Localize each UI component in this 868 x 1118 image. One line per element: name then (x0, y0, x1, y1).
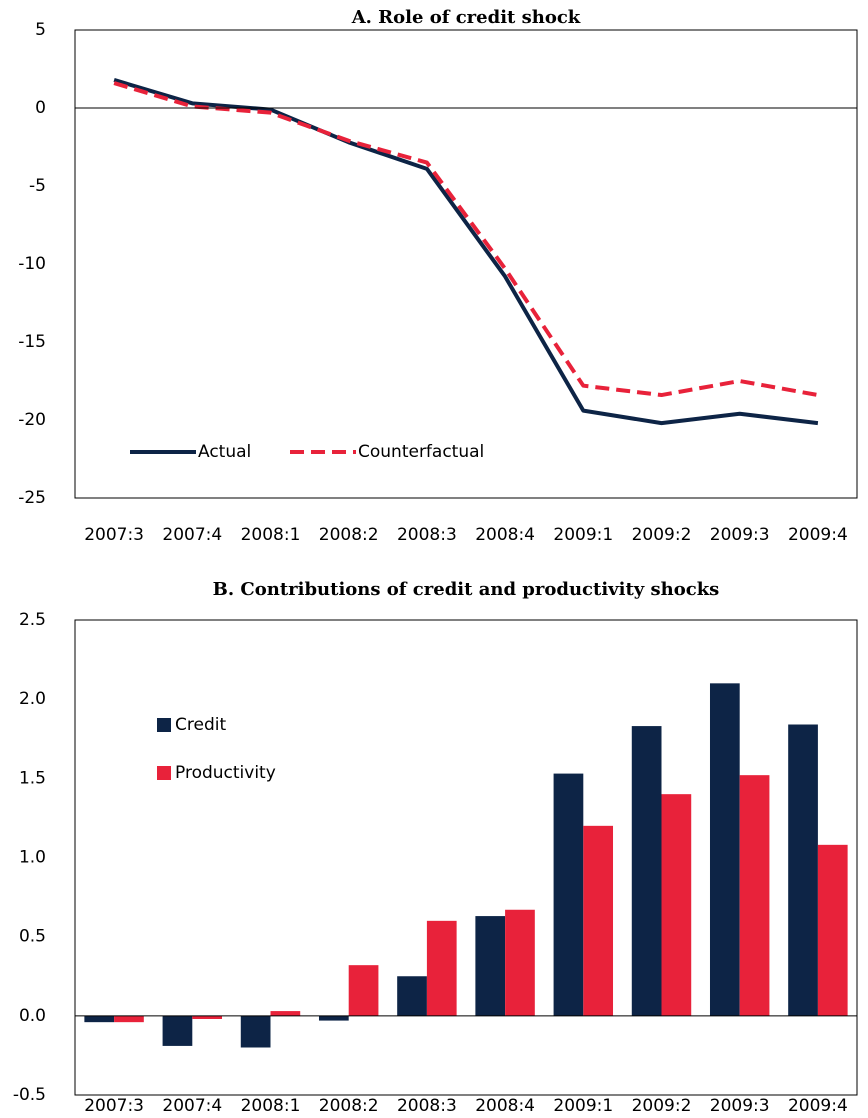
x-tick-label: 2007:3 (84, 525, 144, 545)
x-tick-label: 2009:4 (788, 1096, 848, 1116)
x-tick-label: 2008:1 (241, 525, 301, 545)
bar (583, 825, 614, 1016)
legend-swatch (157, 718, 171, 732)
bar (553, 773, 584, 1016)
bar (505, 909, 535, 1016)
x-tick-label: 2008:4 (475, 525, 535, 545)
chart-title: B. Contributions of credit and productiv… (213, 579, 720, 600)
bar (631, 726, 662, 1016)
bar (240, 1015, 271, 1048)
x-tick-label: 2009:3 (710, 1096, 770, 1116)
x-tick-label: 2007:3 (84, 1096, 144, 1116)
y-tick-label: 1.5 (19, 768, 46, 788)
x-tick-label: 2008:2 (319, 1096, 379, 1116)
plot-frame (74, 619, 858, 1096)
bar (318, 1015, 349, 1021)
bar (192, 1015, 223, 1019)
x-tick-label: 2009:2 (632, 1096, 692, 1116)
bar (114, 1015, 144, 1023)
line (113, 81, 819, 398)
bar (162, 1015, 193, 1046)
legend-label: Credit (175, 715, 226, 735)
legend-label: Actual (198, 442, 251, 462)
y-tick-label: 0 (35, 98, 46, 118)
y-tick-label: 0.0 (19, 1006, 46, 1026)
legend-swatch (157, 766, 171, 780)
bar (788, 724, 818, 1016)
bar (397, 976, 427, 1016)
bar (661, 794, 692, 1016)
line (113, 78, 819, 426)
x-tick-label: 2008:1 (241, 1096, 301, 1116)
x-tick-label: 2009:2 (632, 525, 692, 545)
y-tick-label: 2.5 (19, 610, 46, 630)
y-tick-label: -5 (29, 176, 46, 196)
x-tick-label: 2009:3 (710, 525, 770, 545)
bar (84, 1015, 115, 1023)
y-tick-label: -15 (18, 332, 46, 352)
bar (709, 683, 740, 1016)
x-tick-label: 2007:4 (162, 1096, 222, 1116)
x-tick-label: 2008:2 (319, 525, 379, 545)
x-tick-label: 2007:4 (162, 525, 222, 545)
x-tick-label: 2008:3 (397, 1096, 457, 1116)
x-tick-label: 2009:1 (553, 1096, 613, 1116)
bar (475, 916, 506, 1016)
y-tick-label: -20 (18, 410, 46, 430)
bar (348, 965, 379, 1016)
bar (270, 1011, 301, 1016)
plot-frame (74, 29, 858, 499)
bar (817, 844, 848, 1016)
y-tick-label: -0.5 (13, 1085, 46, 1105)
x-tick-label: 2009:1 (553, 525, 613, 545)
bar (739, 775, 770, 1016)
legend-label: Productivity (175, 763, 276, 783)
y-tick-label: 1.0 (19, 848, 46, 868)
chart-title: A. Role of credit shock (351, 7, 581, 28)
x-tick-label: 2009:4 (788, 525, 848, 545)
x-tick-label: 2008:3 (397, 525, 457, 545)
y-tick-label: 2.0 (19, 689, 46, 709)
y-tick-label: 5 (35, 20, 46, 40)
y-tick-label: -25 (18, 488, 46, 508)
x-tick-label: 2008:4 (475, 1096, 535, 1116)
bar (426, 920, 457, 1016)
y-tick-label: -10 (18, 254, 46, 274)
y-tick-label: 0.5 (19, 927, 46, 947)
legend-label: Counterfactual (358, 442, 484, 462)
